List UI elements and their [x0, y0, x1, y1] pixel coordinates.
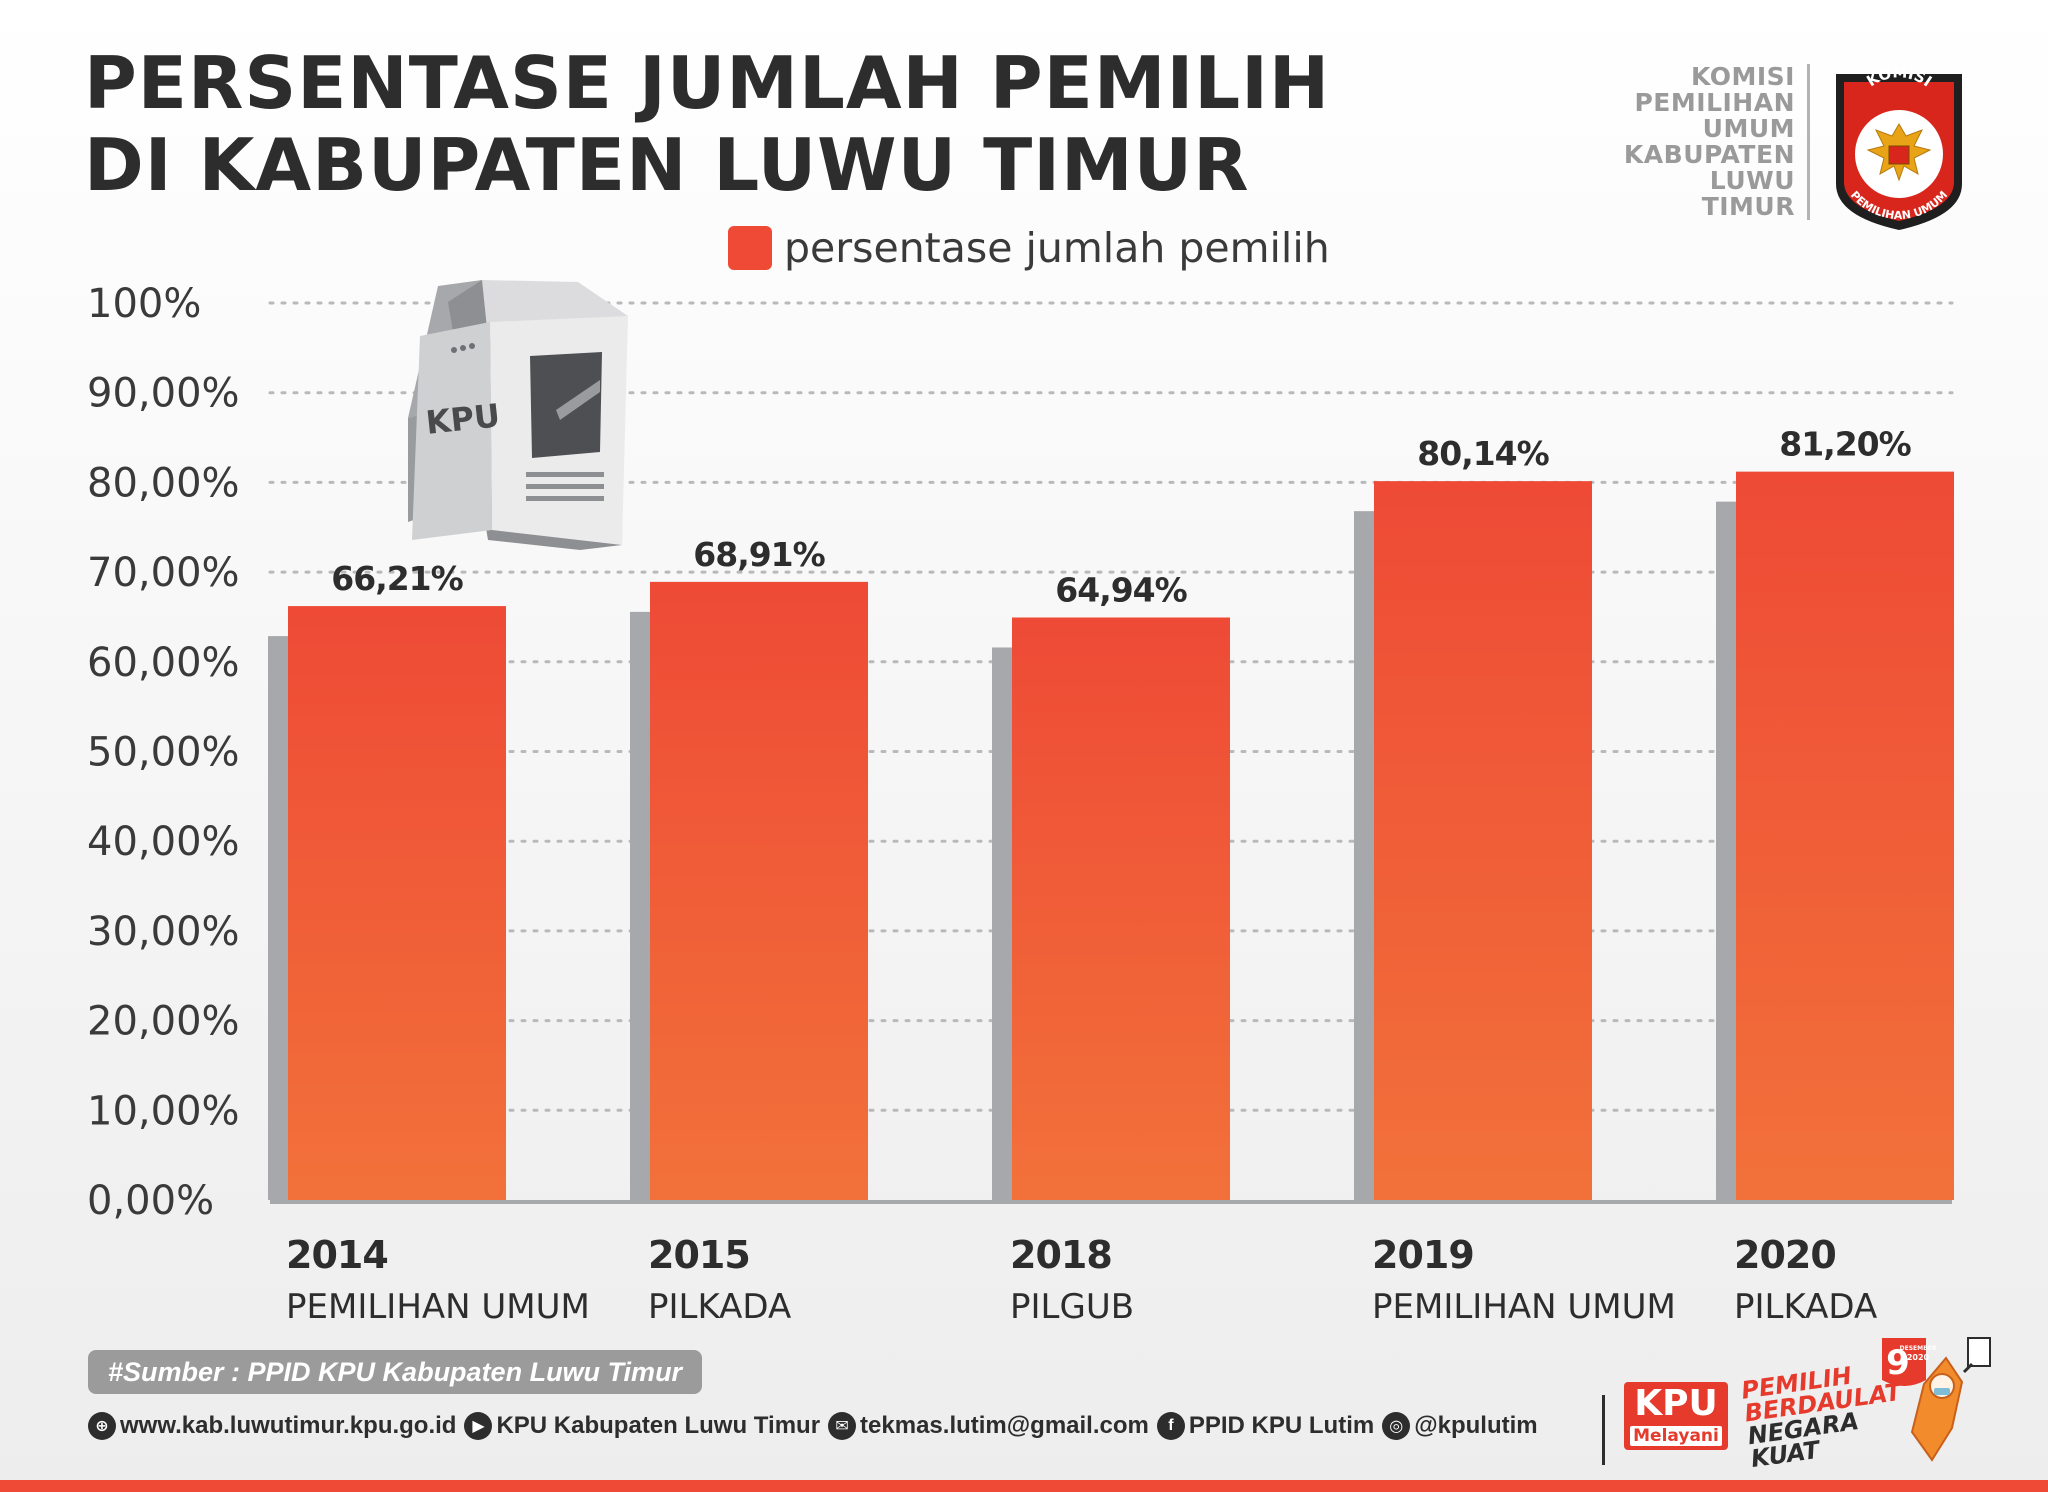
org-line: LUWU — [1709, 166, 1795, 195]
kpu-melayani-big: KPU — [1634, 1383, 1718, 1424]
kpu-logo-icon: KOMISI PEMILIHAN UMUM — [1836, 66, 1962, 230]
x-tick-sublabel: PILKADA — [648, 1287, 791, 1327]
bottom-accent-bar — [0, 1480, 2048, 1492]
globe-icon: ⊕ — [88, 1412, 116, 1440]
date-year: 2020 — [1907, 1353, 1930, 1362]
page-title: PERSENTASE JUMLAH PEMILIH DI KABUPATEN L… — [84, 42, 1330, 206]
x-tick-label: 2014 — [286, 1233, 388, 1277]
x-tick-label: 2020 — [1734, 1233, 1836, 1277]
facebook-link[interactable]: f PPID KPU Lutim — [1156, 1412, 1375, 1440]
title-line-1: PERSENTASE JUMLAH PEMILIH — [84, 41, 1331, 125]
date-month: DESEMBER — [1900, 1345, 1937, 1352]
bar-2019 — [1374, 481, 1592, 1201]
bar-2015 — [650, 581, 868, 1200]
y-tick-label: 0,00% — [87, 1178, 214, 1224]
y-tick-label: 80,00% — [87, 460, 240, 506]
bar-value-label: 80,14% — [1417, 434, 1549, 473]
y-tick-label: 70,00% — [87, 550, 240, 596]
y-tick-label: 10,00% — [87, 1088, 240, 1134]
y-tick-label: 100% — [87, 281, 201, 327]
youtube-link[interactable]: ▶ KPU Kabupaten Luwu Timur — [464, 1412, 820, 1440]
footer-links: ⊕ www.kab.luwutimur.kpu.go.id ▶ KPU Kabu… — [88, 1412, 1546, 1440]
org-line: UMUM — [1702, 114, 1795, 143]
website-link[interactable]: ⊕ www.kab.luwutimur.kpu.go.id — [88, 1412, 456, 1440]
facebook-icon: f — [1156, 1412, 1185, 1440]
email-text: tekmas.lutim@gmail.com — [860, 1412, 1149, 1439]
org-line: TIMUR — [1701, 192, 1795, 221]
bar-2020 — [1736, 471, 1954, 1200]
ballot-box-label: KPU — [424, 396, 502, 442]
x-tick-sublabel: PEMILIHAN UMUM — [1372, 1287, 1676, 1327]
facebook-text: PPID KPU Lutim — [1188, 1412, 1375, 1439]
kpu-melayani-small: Melayani — [1630, 1426, 1722, 1446]
x-tick-sublabel: PILGUB — [1010, 1287, 1134, 1327]
x-tick-sublabel: PEMILIHAN UMUM — [286, 1287, 590, 1327]
org-line: KABUPATEN — [1623, 140, 1795, 169]
date-number: 9 — [1886, 1343, 1910, 1383]
footer-divider — [1602, 1395, 1605, 1465]
legend-swatch — [728, 226, 772, 270]
source-badge: #Sumber : PPID KPU Kabupaten Luwu Timur — [88, 1350, 703, 1394]
ballot-box-icon: KPU — [408, 280, 628, 550]
x-tick-label: 2018 — [1010, 1233, 1112, 1277]
kpu-melayani-logo: KPU Melayani — [1624, 1382, 1728, 1450]
bar-value-label: 64,94% — [1055, 570, 1187, 609]
instagram-link[interactable]: ◎ @kpulutim — [1382, 1412, 1538, 1440]
instagram-icon: ◎ — [1382, 1412, 1411, 1440]
org-line: KOMISI — [1691, 62, 1795, 91]
email-link[interactable]: ✉ tekmas.lutim@gmail.com — [828, 1412, 1149, 1440]
bar-2014 — [288, 606, 506, 1200]
x-tick-label: 2019 — [1372, 1233, 1474, 1277]
x-tick-sublabel: PILKADA — [1734, 1287, 1877, 1327]
org-line: PEMILIHAN — [1634, 88, 1795, 117]
bar-value-label: 68,91% — [693, 535, 825, 574]
chart-legend: persentase jumlah pemilih — [728, 224, 1330, 272]
bar-2018 — [1012, 617, 1230, 1200]
y-tick-label: 60,00% — [87, 640, 240, 686]
y-tick-label: 40,00% — [87, 819, 240, 865]
y-tick-label: 90,00% — [87, 371, 240, 417]
bar-value-label: 66,21% — [331, 559, 463, 598]
youtube-icon: ▶ — [464, 1412, 493, 1440]
election-mascot-icon: 9 DESEMBER 2020 — [1882, 1337, 1991, 1462]
y-tick-label: 50,00% — [87, 730, 240, 776]
instagram-text: @kpulutim — [1414, 1412, 1538, 1439]
bar-value-label: 81,20% — [1779, 425, 1911, 464]
org-name: KOMISI PEMILIHAN UMUM KABUPATEN LUWU TIM… — [1555, 64, 1810, 220]
y-tick-label: 20,00% — [87, 999, 240, 1045]
youtube-text: KPU Kabupaten Luwu Timur — [496, 1412, 821, 1439]
title-line-2: DI KABUPATEN LUWU TIMUR — [84, 123, 1250, 207]
mail-icon: ✉ — [828, 1412, 857, 1440]
y-tick-label: 30,00% — [87, 909, 240, 955]
x-tick-label: 2015 — [648, 1233, 750, 1277]
legend-label: persentase jumlah pemilih — [784, 224, 1330, 272]
website-text: www.kab.luwutimur.kpu.go.id — [120, 1412, 457, 1439]
